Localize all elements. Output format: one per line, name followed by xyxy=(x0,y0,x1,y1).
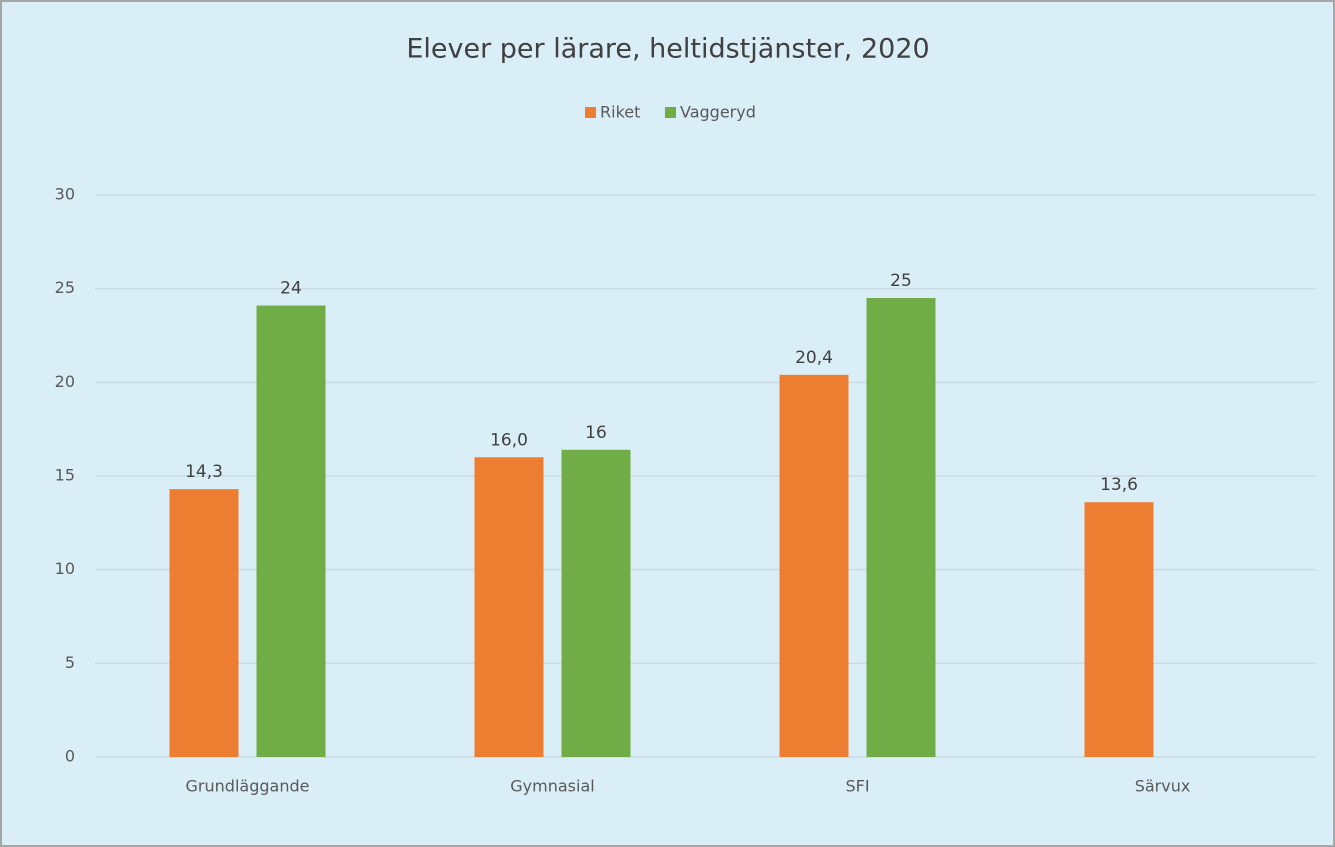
y-tick-label: 30 xyxy=(55,185,75,204)
legend-label: Riket xyxy=(600,103,640,122)
y-tick-label: 15 xyxy=(55,466,75,485)
legend-swatch xyxy=(585,107,596,118)
y-tick-label: 5 xyxy=(65,653,75,672)
bar xyxy=(866,298,936,757)
y-tick-label: 25 xyxy=(55,278,75,297)
x-tick-label: Särvux xyxy=(1135,777,1191,796)
x-tick-label: Gymnasial xyxy=(510,777,594,796)
bar xyxy=(561,449,631,757)
legend-label: Vaggeryd xyxy=(680,103,756,122)
legend-swatch xyxy=(665,107,676,118)
bar xyxy=(1084,502,1154,757)
value-label: 20,4 xyxy=(795,348,833,368)
x-tick-label: Grundläggande xyxy=(186,777,310,796)
value-label: 25 xyxy=(890,271,912,291)
value-label: 16,0 xyxy=(490,430,528,450)
y-tick-label: 10 xyxy=(55,559,75,578)
bar xyxy=(779,374,849,757)
value-label: 16 xyxy=(585,423,607,443)
bar xyxy=(169,489,239,757)
value-label: 14,3 xyxy=(185,462,223,482)
value-label: 13,6 xyxy=(1100,475,1138,495)
bar xyxy=(474,457,544,757)
y-tick-label: 20 xyxy=(55,372,75,391)
x-tick-label: SFI xyxy=(845,777,869,796)
bar xyxy=(256,305,326,757)
chart-title: Elever per lärare, heltidstjänster, 2020 xyxy=(406,34,929,65)
value-label: 24 xyxy=(280,279,302,299)
y-tick-label: 0 xyxy=(65,747,75,766)
